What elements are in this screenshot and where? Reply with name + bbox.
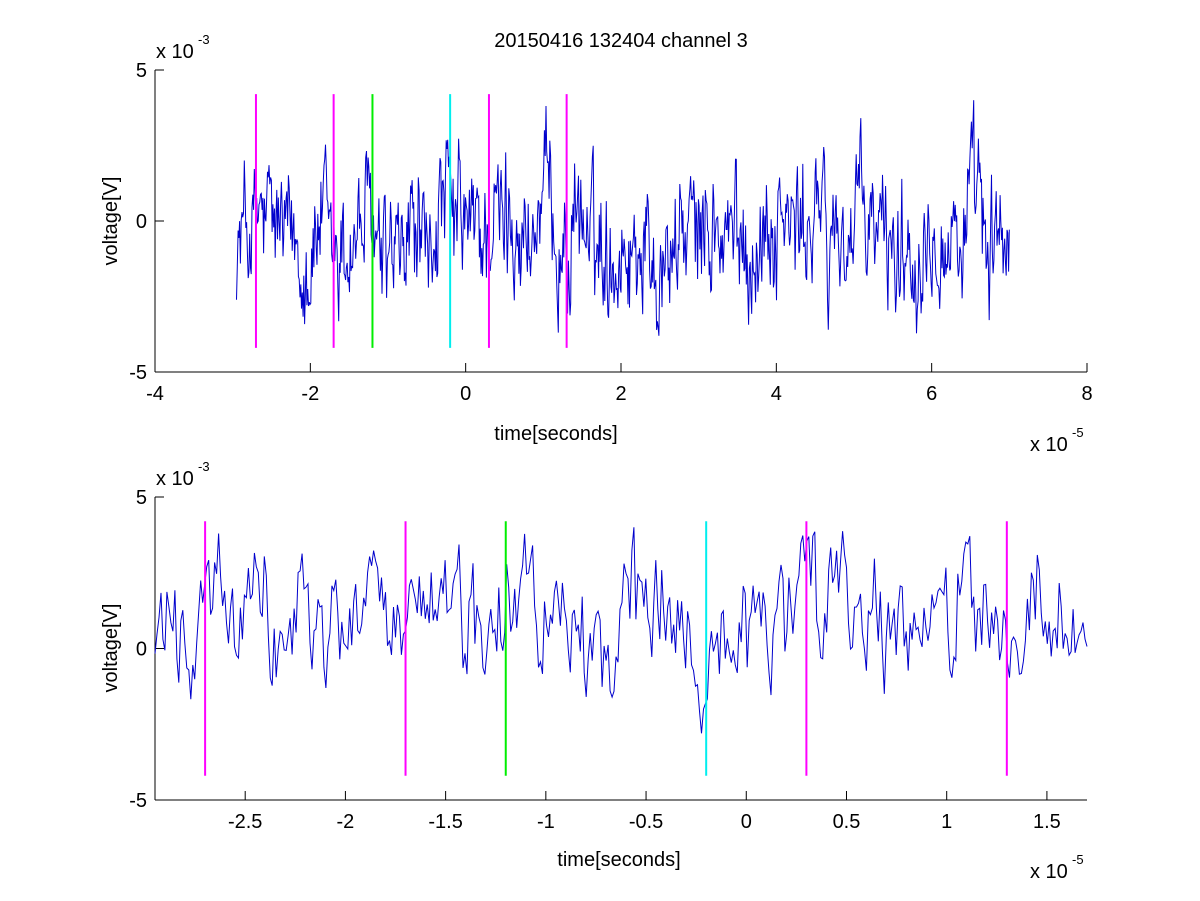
bottom-y-multiplier-base: x 10 [156, 468, 194, 490]
top-signal-line [236, 100, 1010, 336]
chart-title: 20150416 132404 channel 3 [494, 30, 748, 52]
bottom-x-tick-label: -2.5 [228, 811, 262, 833]
bottom-y-multiplier-exp: -3 [198, 459, 210, 474]
top-x-tick-label: 2 [615, 383, 626, 405]
bottom-y-tick-label: 0 [136, 639, 147, 661]
top-y-multiplier-exp: -3 [198, 32, 210, 47]
bottom-y-multiplier: x 10 -3 [156, 459, 210, 490]
bottom-y-tick-label: 5 [136, 487, 147, 509]
top-y-tick-label: -5 [129, 362, 147, 384]
bottom-x-tick-label: -2 [337, 811, 355, 833]
top-x-multiplier: x 10 -5 [1030, 425, 1084, 456]
bottom-plot: x 10 -3 x 10 -5 time[seconds] voltage[V]… [100, 459, 1088, 883]
top-x-tick-label: 6 [926, 383, 937, 405]
bottom-x-tick-label: 1 [941, 811, 952, 833]
top-x-tick-label: 8 [1081, 383, 1092, 405]
top-x-multiplier-base: x 10 [1030, 434, 1068, 456]
bottom-x-tick-label: 0 [741, 811, 752, 833]
top-y-axis-label: voltage[V] [100, 177, 122, 266]
bottom-signal-line [154, 527, 1088, 734]
top-x-multiplier-exp: -5 [1072, 425, 1084, 440]
bottom-x-tick-label: 0.5 [833, 811, 861, 833]
top-y-multiplier: x 10 -3 [156, 32, 210, 63]
bottom-y-tick-label: -5 [129, 790, 147, 812]
bottom-y-axis-label: voltage[V] [100, 604, 122, 693]
top-x-tick-label: 4 [771, 383, 782, 405]
top-plot: x 10 -3 x 10 -5 time[seconds] voltage[V]… [100, 32, 1093, 456]
top-y-tick-label: 0 [136, 211, 147, 233]
bottom-x-multiplier-exp: -5 [1072, 852, 1084, 867]
bottom-x-tick-label: -1 [537, 811, 555, 833]
bottom-x-axis-label: time[seconds] [557, 849, 680, 871]
top-x-tick-label: -4 [146, 383, 164, 405]
bottom-x-tick-label: -0.5 [629, 811, 663, 833]
top-x-axis-label: time[seconds] [494, 423, 617, 445]
bottom-x-multiplier: x 10 -5 [1030, 852, 1084, 883]
bottom-x-multiplier-base: x 10 [1030, 861, 1068, 883]
top-x-tick-label: 0 [460, 383, 471, 405]
top-y-multiplier-base: x 10 [156, 41, 194, 63]
bottom-x-tick-label: -1.5 [428, 811, 462, 833]
top-x-tick-label: -2 [301, 383, 319, 405]
bottom-x-tick-label: 1.5 [1033, 811, 1061, 833]
top-y-tick-label: 5 [136, 60, 147, 82]
